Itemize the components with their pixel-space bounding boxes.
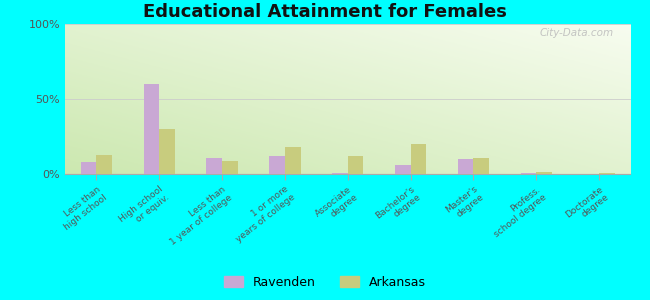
Bar [332,173,348,174]
Bar [81,162,96,174]
Bar [285,147,300,174]
Bar [348,156,363,174]
Bar [96,154,112,174]
Bar [395,165,411,174]
Text: City-Data.com: City-Data.com [540,28,614,38]
Bar [473,158,489,174]
Bar [207,158,222,174]
Bar [521,173,536,174]
Bar [144,84,159,174]
Bar [159,129,175,174]
Legend: Ravenden, Arkansas: Ravenden, Arkansas [219,271,431,294]
Bar [222,160,238,174]
Bar [411,144,426,174]
Bar [536,172,552,174]
Bar [458,159,473,174]
Bar [269,156,285,174]
Bar [599,172,615,174]
Text: Educational Attainment for Females: Educational Attainment for Females [143,3,507,21]
